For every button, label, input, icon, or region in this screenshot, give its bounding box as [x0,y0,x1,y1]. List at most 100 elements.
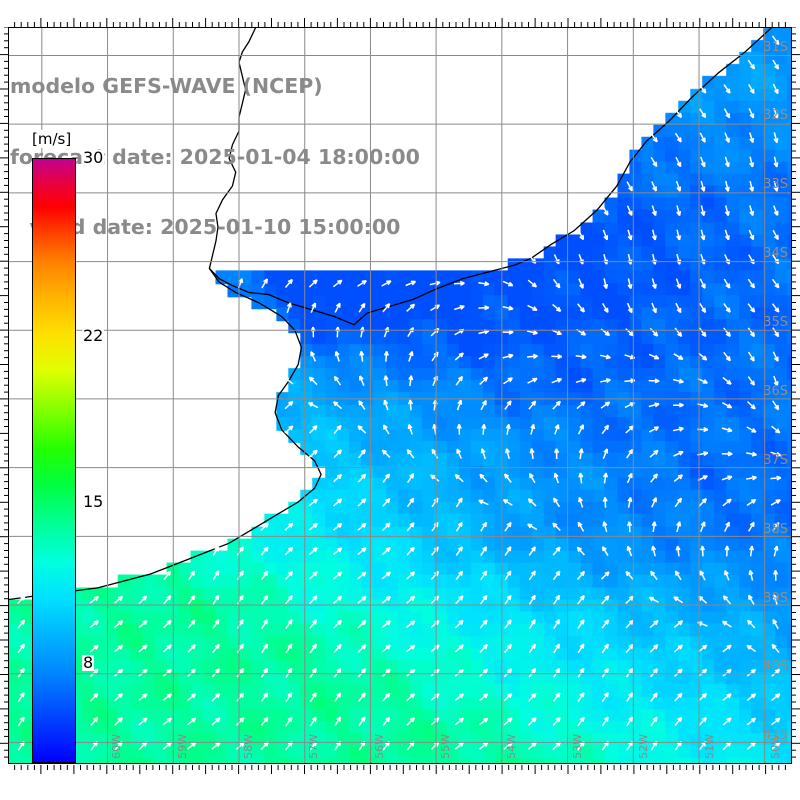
wind-arrow [650,473,658,483]
wind-arrow [527,329,538,335]
wind-arrow [162,693,172,701]
wind-arrow [505,448,511,460]
wind-arrow [504,521,512,532]
wind-arrow [649,426,660,433]
wind-arrow [357,619,367,629]
wind-arrow [650,716,658,727]
wind-arrow [333,619,342,629]
wind-arrow [626,205,633,216]
wind-arrow [553,619,561,629]
wind-arrow [357,644,367,653]
wind-arrow [406,303,416,312]
colorbar-tick-8: 8 [82,653,95,673]
wind-arrow [383,399,389,411]
wind-arrow [357,425,367,434]
wind-arrow [285,619,293,629]
wind-arrow [479,693,489,702]
lon-label-51W: 51W [702,734,716,759]
wind-arrow [576,570,586,580]
wind-arrow [261,619,269,629]
wind-arrow [138,717,148,726]
wind-arrow [674,692,683,702]
wind-arrow [722,668,732,677]
wind-arrow [528,619,536,629]
wind-arrow [674,497,683,508]
wind-arrow [333,522,343,531]
wind-arrow [698,498,708,507]
wind-arrow [406,497,415,508]
wind-arrow [577,643,585,654]
wind-arrow [600,571,610,580]
wind-arrow [650,570,658,581]
wind-arrow [406,546,415,556]
wind-arrow [528,668,537,678]
wind-arrow [333,571,343,580]
wind-arrow [309,619,318,629]
wind-arrow [479,594,488,605]
wind-arrow [357,547,367,556]
wind-arrow [578,278,584,289]
wind-arrow [551,377,563,384]
wind-arrow [723,327,731,338]
wind-arrow [722,402,733,409]
wind-arrow [649,449,659,458]
wind-arrow [771,425,781,434]
wind-arrow [430,304,441,312]
lon-label-54W: 54W [505,734,519,759]
wind-arrow [455,497,463,508]
wind-arrow [602,229,609,241]
wind-arrow [722,498,732,507]
wind-arrow [284,377,294,385]
wind-arrow [673,353,684,360]
wind-arrow [577,229,585,241]
wind-arrow [456,423,462,435]
wind-arrow [626,716,634,727]
wind-arrow [503,668,513,678]
lat-label-40S: 40S [763,659,788,675]
wind-arrow [309,667,317,678]
wind-arrow [114,595,124,604]
wind-arrow [626,448,634,459]
lat-label-34S: 34S [763,246,788,262]
lat-label-31S: 31S [763,39,788,55]
wind-arrow [17,595,26,605]
wind-arrow [649,644,659,653]
wind-arrow [698,644,708,653]
wind-arrow [552,692,561,702]
wind-arrow [698,327,707,338]
wind-arrow [407,424,413,435]
wind-arrow [382,716,391,727]
wind-arrow [747,59,756,70]
wind-arrow [211,717,221,726]
wind-arrow [406,717,415,726]
wind-arrow [601,595,610,605]
wind-arrow [260,522,269,532]
wind-arrow [601,546,609,557]
wind-arrow [747,594,755,605]
wind-arrow [502,280,514,287]
wind-arrow [747,351,755,362]
wind-arrow [723,351,731,362]
wind-arrow [602,205,609,216]
map-plot-area[interactable]: 61W60W59W58W57W56W55W54W53W52W51W50W31S3… [8,27,792,764]
wind-arrow [602,448,609,459]
colorbar-tick-22: 22 [82,326,105,346]
wind-vector-arrows [17,35,782,751]
wind-arrow [284,546,294,556]
wind-arrow [162,644,172,653]
wind-arrow [528,570,536,581]
wind-arrow [700,229,706,241]
wind-arrow [357,473,367,483]
wind-arrow [430,474,440,482]
wind-arrow [333,547,343,555]
wind-arrow [673,474,684,482]
wind-arrow [722,717,732,726]
wind-arrow [749,205,755,216]
wind-arrow [17,716,25,727]
wind-arrow [675,180,682,192]
wind-arrow [746,426,757,433]
wind-arrow [721,427,733,433]
wind-arrow [699,570,706,581]
wind-arrow [236,570,244,581]
wind-arrow [333,424,342,434]
